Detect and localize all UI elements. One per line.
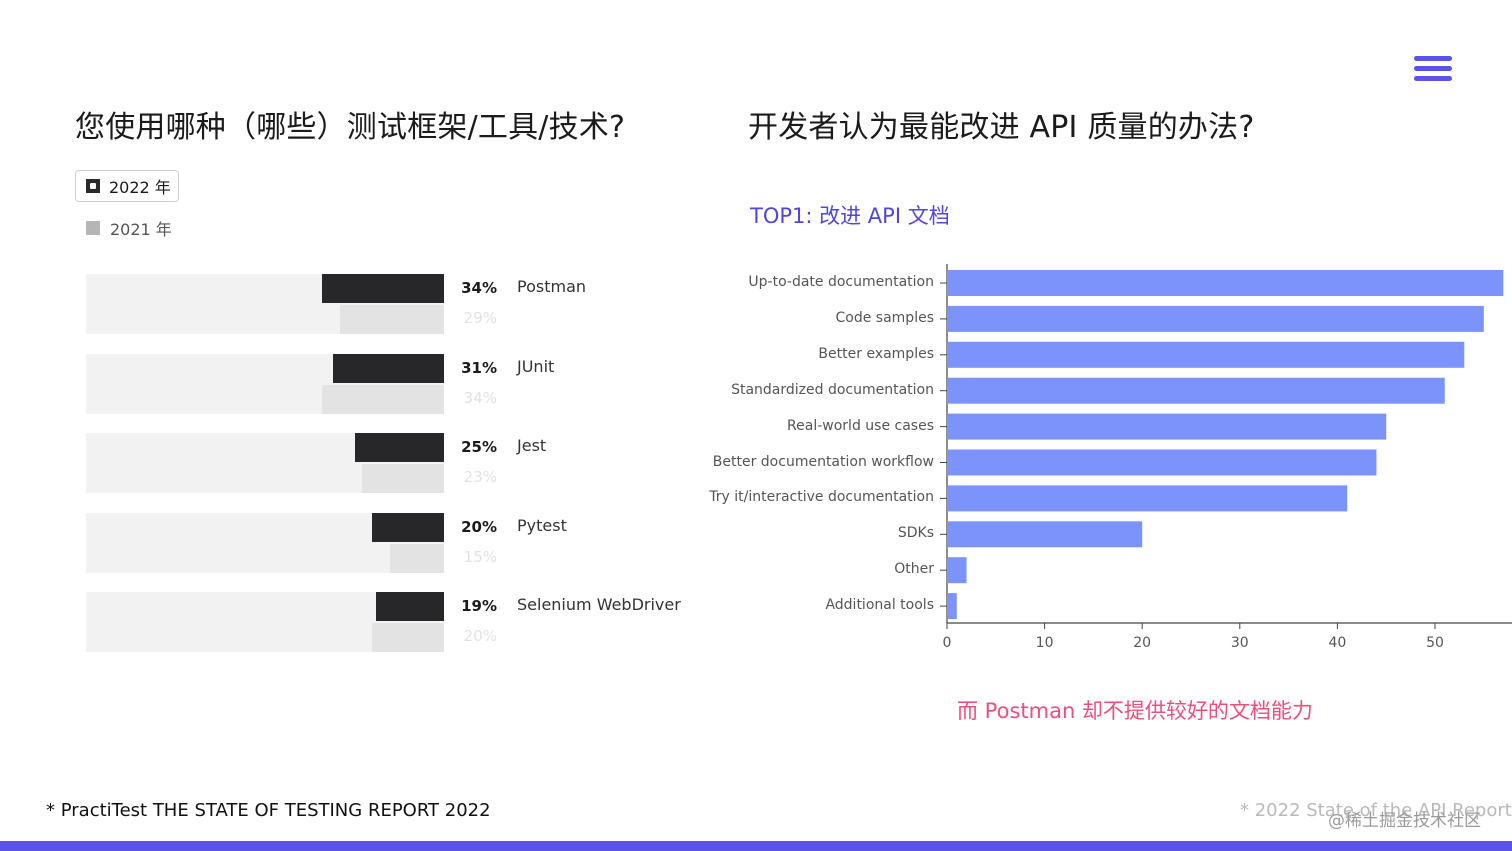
right-chart-subtitle: TOP1: 改进 API 文档	[750, 204, 950, 228]
legend-2021-swatch	[86, 221, 100, 235]
bar-2022	[375, 592, 444, 621]
bar-2021	[361, 464, 444, 493]
tool-name-label: Jest	[517, 436, 547, 455]
x-tick-label: 40	[1328, 635, 1347, 651]
framework-row	[86, 592, 444, 652]
framework-row	[86, 512, 444, 573]
hamburger-menu-icon[interactable]	[1414, 56, 1452, 82]
framework-row	[86, 353, 444, 414]
x-tick-label: 0	[942, 635, 952, 651]
tool-name-label: Postman	[517, 277, 587, 296]
right-source-footnote: * 2022 State of the API Report	[1240, 800, 1512, 821]
legend-2021-label: 2021 年	[110, 220, 172, 239]
framework-row	[86, 433, 444, 493]
bar-2022	[372, 512, 444, 542]
left-source-footnote: * PractiTest THE STATE OF TESTING REPORT…	[46, 800, 491, 821]
api-quality-bar	[947, 593, 957, 620]
left-chart-title: 您使用哪种（哪些）测试框架/工具/技术?	[75, 110, 626, 145]
category-label: Better examples	[818, 345, 934, 362]
bar-2021	[322, 384, 444, 414]
value-label-2022: 19%	[461, 597, 497, 615]
tool-name-label: Pytest	[517, 515, 567, 535]
value-label-2022: 31%	[461, 358, 497, 377]
bar-2022	[333, 353, 444, 383]
bar-2021	[390, 543, 444, 573]
category-label: Real-world use cases	[787, 417, 934, 434]
value-label-2022: 20%	[461, 517, 497, 536]
tool-name-label: Selenium WebDriver	[517, 595, 681, 614]
category-label: Try it/interactive documentation	[709, 489, 934, 506]
api-quality-bar	[947, 377, 1445, 404]
legend-2022-swatch	[86, 179, 100, 193]
category-label: Up-to-date documentation	[748, 274, 934, 290]
api-quality-bar	[947, 305, 1484, 332]
api-quality-bar	[947, 341, 1465, 368]
bar-2022	[322, 274, 444, 303]
api-quality-bar	[947, 485, 1348, 512]
x-tick-label: 20	[1133, 635, 1152, 651]
x-tick-label: 50	[1426, 635, 1444, 651]
category-label: Code samples	[835, 309, 935, 326]
category-label: Other	[894, 561, 934, 578]
category-label: SDKs	[897, 525, 934, 542]
x-tick-label: 30	[1230, 635, 1249, 651]
value-label-2021: 15%	[463, 547, 497, 566]
bar-2021	[340, 305, 444, 334]
category-label: Additional tools	[825, 597, 934, 614]
framework-row	[86, 274, 444, 334]
api-quality-bar	[947, 413, 1387, 440]
category-label: Standardized documentation	[731, 381, 934, 398]
api-quality-bar	[947, 449, 1377, 476]
api-quality-bar	[947, 521, 1143, 548]
legend-2022-label: 2022 年	[109, 178, 171, 197]
value-label-2021: 23%	[463, 468, 497, 486]
value-label-2021: 20%	[463, 627, 497, 645]
bar-2021	[372, 623, 444, 652]
right-chart-title: 开发者认为最能改进 API 质量的办法?	[748, 110, 1255, 145]
value-label-2021: 34%	[463, 388, 497, 407]
tool-name-label: JUnit	[517, 356, 555, 376]
bottom-accent-band	[0, 841, 1512, 851]
bar-2022	[354, 433, 444, 462]
value-label-2021: 29%	[463, 309, 497, 327]
value-label-2022: 25%	[461, 438, 497, 456]
x-tick-label: 10	[1035, 635, 1054, 651]
postman-documentation-note: 而 Postman 却不提供较好的文档能力	[957, 699, 1313, 723]
legend-2022-button[interactable]: 2022 年	[75, 170, 179, 202]
watermark: @稀土掘金技术社区	[1328, 811, 1481, 831]
legend-2021-item[interactable]: 2021 年	[86, 216, 172, 240]
api-quality-bar	[947, 557, 967, 584]
category-label: Better documentation workflow	[712, 453, 934, 470]
api-quality-bar-chart	[940, 264, 1512, 629]
value-label-2022: 34%	[461, 279, 497, 297]
api-quality-bar	[947, 270, 1504, 296]
